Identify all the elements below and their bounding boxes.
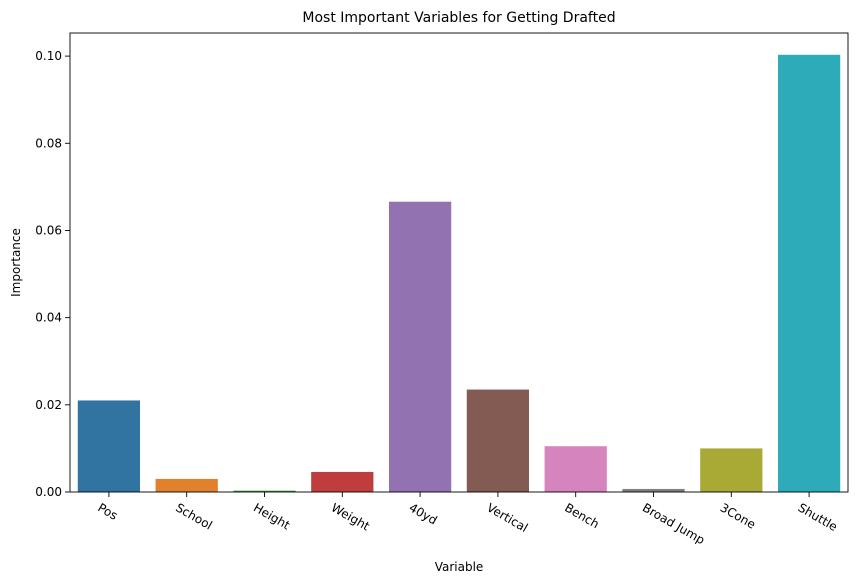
bar-height [233, 490, 296, 492]
bar-bench [544, 446, 607, 492]
x-tick-label: Broad Jump [640, 500, 707, 547]
chart-title: Most Important Variables for Getting Dra… [302, 10, 615, 26]
x-tick-label: Pos [95, 500, 120, 522]
y-tick-label: 0.06 [35, 223, 62, 237]
x-tick-label: Bench [562, 500, 601, 531]
x-tick-label: Height [251, 500, 293, 532]
bars-layer [77, 54, 841, 493]
x-tick-label: Weight [329, 500, 372, 533]
x-axis-ticks: Pos School Height Weight 40yd Vertical Bench Br… [95, 492, 840, 547]
x-tick-label: Vertical [484, 500, 530, 535]
bar-vertical [466, 389, 530, 492]
x-tick-label: 40yd [407, 500, 440, 527]
bar-weight [311, 471, 374, 492]
y-axis-ticks: 0.00 0.02 0.04 0.06 0.08 0.10 [35, 49, 70, 499]
x-tick-label: 3Cone [718, 500, 758, 531]
bar-pos [77, 400, 141, 492]
y-tick-label: 0.08 [35, 136, 62, 150]
bar-3cone [700, 448, 763, 492]
x-tick-label: Shuttle [796, 500, 840, 534]
y-tick-label: 0.04 [35, 311, 62, 325]
x-tick-label: School [173, 500, 215, 532]
y-tick-label: 0.10 [35, 49, 62, 63]
y-tick-label: 0.02 [35, 398, 62, 412]
y-tick-label: 0.00 [35, 485, 62, 499]
bar-40yd [388, 201, 452, 492]
x-axis-label: Variable [435, 560, 484, 574]
bar-shuttle [777, 54, 841, 493]
axes-frame [69, 32, 849, 493]
bar-broad-jump [622, 488, 685, 492]
axes-layer [69, 32, 849, 493]
y-axis-label: Importance [9, 228, 23, 297]
bar-school [155, 478, 218, 492]
